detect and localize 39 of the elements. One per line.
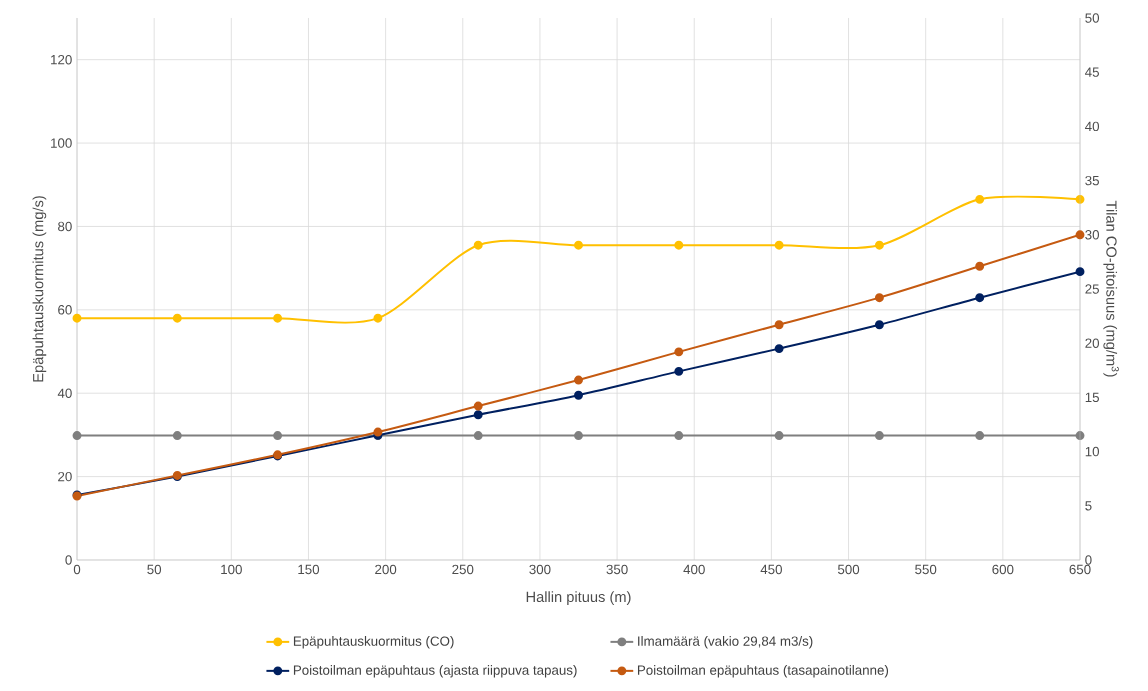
- y2-tick-label: 35: [1085, 175, 1099, 186]
- y2-tick-label: 15: [1085, 392, 1099, 403]
- legend-label: Poistoilman epäpuhtaus (tasapainotilanne): [637, 665, 889, 678]
- legend-label: Poistoilman epäpuhtaus (ajasta riippuva tapaus): [293, 665, 577, 678]
- y2-tick-label: 0: [1085, 555, 1092, 565]
- y2-tick-label: 30: [1085, 230, 1100, 240]
- y-tick-label: 20: [58, 471, 72, 482]
- y2-tick-label: 5: [1085, 501, 1092, 511]
- x-tick-label: 650: [1069, 564, 1091, 575]
- x-tick-label: 500: [837, 564, 860, 575]
- y-tick-label: 100: [51, 138, 72, 148]
- y2-tick-label: 40: [1085, 121, 1100, 132]
- y2-tick-label: 50: [1085, 13, 1100, 23]
- y2-tick-label: 10: [1085, 446, 1100, 457]
- x-tick-label: 150: [298, 564, 320, 575]
- x-tick-label: 300: [529, 564, 551, 575]
- x-tick-label: 600: [992, 564, 1014, 575]
- y2-tick-label: 20: [1085, 338, 1100, 348]
- legend-label: Ilmamäärä (vakio 29,84 m3/s): [638, 636, 813, 649]
- x-tick-label: 100: [221, 564, 242, 575]
- x-axis-title: Hallin pituus (m): [526, 591, 631, 605]
- y-tick-label: 40: [57, 388, 72, 398]
- y2-tick-label: 45: [1085, 67, 1099, 77]
- x-tick-label: 50: [147, 564, 162, 575]
- x-tick-label: 250: [452, 564, 474, 575]
- legend-label: Epäpuhtauskuormitus (CO): [293, 636, 454, 649]
- y-tick-label: 120: [51, 54, 72, 65]
- x-tick-label: 450: [760, 564, 782, 575]
- x-tick-label: 200: [375, 564, 397, 575]
- x-tick-label: 0: [73, 564, 81, 575]
- y2-tick-label: 25: [1085, 284, 1099, 294]
- y-tick-label: 60: [58, 305, 72, 315]
- x-tick-label: 350: [606, 564, 628, 575]
- y-tick-label: 80: [58, 221, 72, 232]
- y2-axis-title: Tilan CO-pitoisuus (mg/m$^{3}$): [1103, 200, 1119, 377]
- y-axis-title: Epäpuhtauskuormitus (mg/s): [32, 196, 47, 382]
- x-tick-label: 400: [683, 564, 705, 575]
- y-tick-label: 0: [65, 555, 72, 565]
- x-tick-label: 550: [915, 564, 937, 575]
